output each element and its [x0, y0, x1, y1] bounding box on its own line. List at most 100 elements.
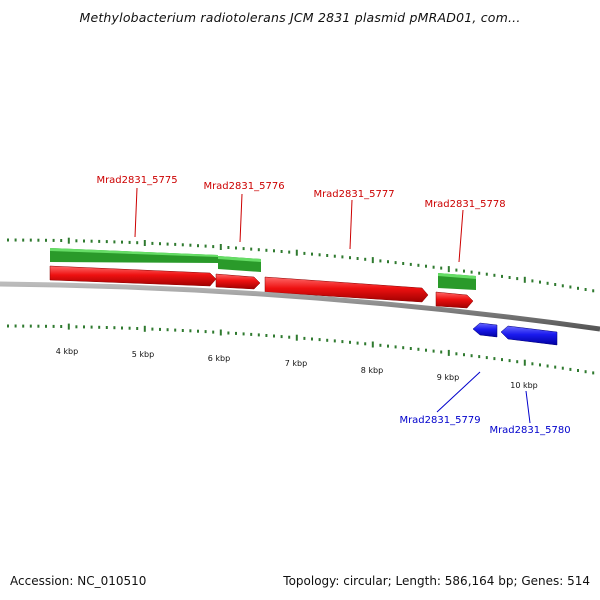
inner-ring-minor-tick [128, 326, 131, 330]
outer-ring-minor-tick [425, 264, 427, 268]
inner-ring-minor-tick [539, 363, 541, 367]
inner-ring-minor-tick [485, 356, 488, 360]
inner-ring-minor-tick [242, 332, 245, 336]
gene-arrow-5775[interactable] [49, 265, 217, 287]
inner-ring-minor-tick [592, 371, 595, 375]
leader-line-5778 [458, 209, 464, 263]
gene-label-5777[interactable]: Mrad2831_5777 [313, 189, 394, 200]
outer-ring-minor-tick [432, 265, 435, 269]
outer-ring-minor-tick [379, 259, 382, 263]
outer-ring-minor-tick [349, 256, 351, 260]
outer-ring-minor-tick [189, 243, 192, 247]
outer-ring-minor-tick [75, 239, 78, 243]
gene-label-5775[interactable]: Mrad2831_5775 [96, 175, 177, 186]
outer-ring-minor-tick [561, 284, 564, 288]
outer-ring-minor-tick [136, 241, 139, 245]
inner-ring-minor-tick [531, 362, 534, 366]
outer-ring-minor-tick [402, 262, 405, 265]
inner-ring-minor-tick [52, 324, 55, 328]
inner-ring-minor-tick [440, 350, 443, 354]
inner-ring-minor-tick [470, 354, 473, 358]
inner-ring-minor-tick [288, 335, 291, 339]
inner-ring-minor-tick [212, 330, 215, 334]
inner-ring-minor-tick [98, 325, 101, 329]
outer-ring-minor-tick [288, 250, 291, 254]
leader-line-5779 [436, 371, 481, 413]
gene-label-5776[interactable]: Mrad2831_5776 [203, 181, 284, 192]
inner-ring-minor-tick [181, 329, 184, 332]
gene-arrow-5780[interactable] [500, 325, 558, 346]
outer-ring-minor-tick [265, 248, 268, 252]
gene-label-5778[interactable]: Mrad2831_5778 [424, 199, 505, 210]
outer-ring-major-tick [447, 266, 450, 273]
outer-ring-minor-tick [37, 238, 40, 242]
inner-ring-minor-tick [463, 353, 465, 357]
leader-line-5776 [239, 193, 243, 243]
outer-ring-minor-tick [478, 271, 481, 275]
inner-ring-minor-tick [235, 331, 237, 335]
outer-ring-minor-tick [546, 281, 549, 285]
inner-ring-minor-tick [113, 326, 116, 330]
inner-ring-minor-tick [501, 358, 503, 362]
inner-ring-minor-tick [14, 324, 17, 328]
reverse-gene-track [472, 322, 558, 346]
outer-tick-ring [7, 237, 595, 293]
scale-label-7kbp: 7 kbp [285, 359, 307, 368]
inner-ring-minor-tick [341, 340, 344, 344]
outer-ring-major-tick [295, 249, 298, 256]
genome-backbone [0, 281, 600, 332]
outer-ring-minor-tick [212, 245, 215, 249]
gene-arrow-5778[interactable] [435, 291, 474, 309]
inner-ring-minor-tick [387, 344, 389, 348]
inner-ring-minor-tick [402, 346, 405, 350]
gene-arrow-5776[interactable] [215, 273, 261, 290]
inner-ring-minor-tick [166, 328, 169, 332]
inner-ring-minor-tick [136, 327, 139, 330]
inner-ring-minor-tick [311, 337, 313, 341]
outer-ring-minor-tick [333, 254, 336, 258]
outer-ring-minor-tick [227, 246, 230, 249]
inner-ring-major-tick [219, 329, 222, 336]
gene-label-5779[interactable]: Mrad2831_5779 [399, 415, 480, 426]
gene-arrow-5779[interactable] [472, 322, 498, 338]
outer-ring-minor-tick [280, 250, 283, 253]
inner-ring-minor-tick [60, 325, 63, 328]
map-title: Methylobacterium radiotolerans JCM 2831 … [79, 10, 521, 25]
inner-ring-minor-tick [333, 339, 336, 343]
outer-ring-minor-tick [584, 288, 587, 291]
outer-ring-minor-tick [409, 262, 412, 266]
outer-ring-minor-tick [516, 277, 519, 281]
leader-line-5775 [134, 187, 138, 238]
outer-ring-minor-tick [470, 270, 473, 274]
inner-ring-minor-tick [554, 365, 557, 369]
inner-ring-minor-tick [189, 329, 192, 333]
inner-ring-minor-tick [394, 345, 397, 349]
scale-label-6kbp: 6 kbp [208, 354, 230, 363]
outer-ring-minor-tick [508, 276, 511, 279]
genome-summary-text: Topology: circular; Length: 586,164 bp; … [283, 574, 590, 588]
leader-line-5780 [525, 390, 531, 424]
outer-ring-minor-tick [113, 240, 116, 244]
outer-ring-minor-tick [45, 238, 47, 242]
leader-line-5777 [349, 199, 353, 250]
inner-ring-minor-tick [318, 338, 321, 342]
inner-ring-minor-tick [121, 326, 123, 330]
outer-ring-minor-tick [577, 286, 579, 290]
inner-ring-minor-tick [349, 340, 351, 344]
outer-ring-minor-tick [501, 274, 503, 278]
outer-ring-minor-tick [257, 248, 260, 252]
outer-ring-minor-tick [417, 263, 420, 267]
inner-ring-minor-tick [75, 325, 78, 329]
outer-ring-minor-tick [387, 260, 389, 264]
inner-ring-minor-tick [417, 347, 420, 351]
outer-ring-minor-tick [592, 289, 595, 293]
inner-ring-minor-tick [90, 325, 93, 329]
inner-ring-minor-tick [569, 367, 572, 371]
outer-ring-minor-tick [463, 269, 465, 273]
label-leader-lines [134, 187, 531, 424]
outer-ring-minor-tick [235, 246, 237, 250]
gene-arrow-5777[interactable] [264, 276, 429, 303]
inner-ring-minor-tick [22, 324, 25, 328]
gene-label-5780[interactable]: Mrad2831_5780 [489, 425, 570, 436]
inner-ring-minor-tick [174, 328, 177, 332]
